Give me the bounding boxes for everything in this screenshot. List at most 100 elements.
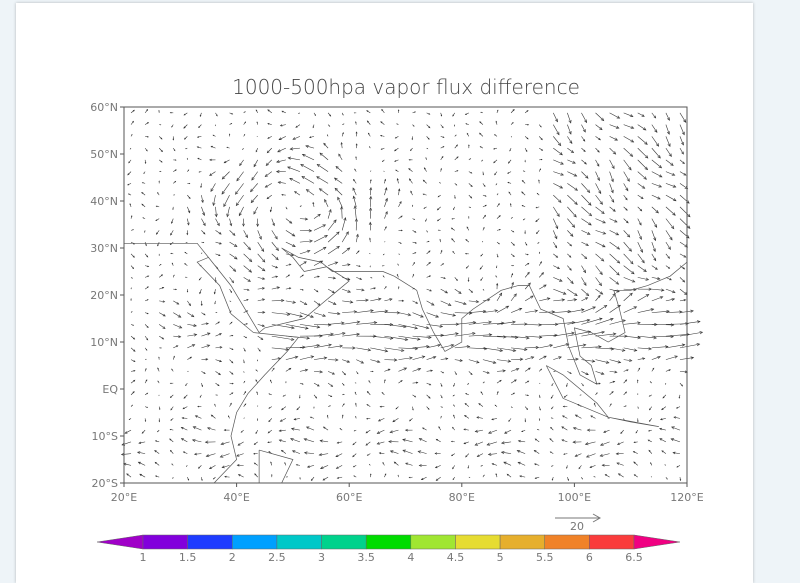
vector-arrow	[258, 336, 263, 339]
vector-arrow	[306, 190, 314, 196]
vector-arrow	[553, 371, 555, 372]
vector-arrow	[230, 242, 237, 246]
vector-arrow	[288, 157, 300, 160]
vector-arrow	[397, 124, 399, 125]
vector-arrow	[539, 125, 541, 127]
vector-arrow	[594, 477, 596, 478]
vector-arrow	[567, 148, 573, 153]
vector-arrow	[494, 148, 497, 149]
vector-arrow	[187, 195, 190, 198]
vector-arrow	[454, 405, 455, 407]
vector-arrow	[525, 124, 528, 125]
vector-arrow	[610, 219, 617, 222]
vector-arrow	[412, 136, 413, 139]
vector-arrow	[156, 206, 159, 207]
vector-arrow	[201, 371, 205, 373]
y-tick-label: 30°N	[90, 242, 118, 255]
vector-arrow	[581, 266, 585, 273]
vector-arrow	[230, 348, 233, 350]
vector-arrow	[281, 450, 285, 453]
vector-arrow	[502, 451, 512, 454]
vector-arrow	[475, 442, 483, 445]
vector-arrow	[652, 172, 662, 177]
vector-arrow	[525, 310, 537, 313]
vector-arrow	[441, 146, 444, 148]
vector-arrow	[139, 442, 145, 444]
vector-arrow	[596, 295, 601, 301]
vector-arrow	[236, 195, 243, 205]
vector-arrow	[638, 230, 642, 239]
vector-arrow	[215, 404, 216, 406]
vector-arrow	[610, 381, 615, 383]
vector-arrow	[243, 148, 244, 149]
vector-arrow	[299, 395, 300, 398]
vector-arrow	[562, 440, 567, 442]
vector-arrow	[550, 452, 553, 454]
vector-arrow	[328, 220, 336, 230]
vector-arrow	[384, 198, 387, 206]
vector-arrow	[680, 477, 681, 480]
vector-arrow	[272, 242, 279, 250]
vector-arrow	[395, 160, 399, 162]
vector-arrow	[596, 242, 606, 247]
vector-arrow	[581, 148, 585, 151]
vector-arrow	[142, 182, 145, 183]
vector-arrow	[328, 232, 339, 242]
vector-arrow	[314, 383, 319, 386]
vector-arrow	[522, 180, 525, 183]
vector-arrow	[244, 392, 246, 395]
vector-arrow	[286, 207, 287, 209]
vector-arrow	[438, 195, 441, 197]
vector-arrow	[648, 440, 652, 442]
vector-arrow	[224, 195, 230, 206]
vector-arrow	[145, 254, 148, 257]
vector-arrow	[610, 230, 619, 234]
vector-arrow	[427, 313, 439, 318]
vector-arrow	[244, 230, 248, 237]
vector-arrow	[314, 324, 331, 327]
vector-arrow	[567, 277, 573, 283]
vector-arrow	[324, 143, 328, 148]
vector-arrow	[677, 407, 680, 409]
x-tick-label: 20°E	[111, 491, 137, 504]
vector-arrow	[268, 110, 272, 113]
vector-arrow	[421, 477, 426, 480]
vector-arrow	[170, 395, 173, 398]
vector-arrow	[638, 407, 639, 409]
vector-arrow	[300, 335, 322, 338]
vector-arrow	[666, 266, 670, 269]
vector-arrow	[624, 242, 632, 251]
vector-arrow	[210, 172, 216, 176]
vector-arrow	[394, 462, 398, 465]
vector-arrow	[550, 439, 553, 442]
vector-arrow	[409, 169, 413, 172]
vector-arrow	[469, 289, 473, 292]
vector-arrow	[323, 427, 328, 430]
vector-arrow	[384, 474, 385, 477]
vector-arrow	[480, 147, 483, 149]
vector-arrow	[581, 195, 591, 205]
vector-arrow	[283, 395, 286, 396]
coastlines	[124, 243, 687, 483]
vector-arrow	[525, 136, 528, 139]
vector-arrow	[465, 415, 469, 418]
vector-arrow	[638, 172, 647, 180]
vector-arrow	[511, 242, 514, 245]
vector-arrow	[140, 474, 145, 477]
vector-arrow	[328, 406, 330, 407]
vector-arrow	[502, 442, 511, 445]
vector-arrow	[497, 194, 498, 195]
vector-arrow	[354, 113, 356, 114]
vector-arrow	[131, 312, 132, 313]
vector-arrow	[638, 277, 649, 280]
vector-arrow	[131, 110, 134, 113]
vector-arrow	[666, 172, 675, 176]
vector-arrow	[539, 395, 540, 398]
vector-arrow	[237, 454, 244, 457]
vector-arrow	[267, 195, 272, 199]
vector-arrow	[424, 207, 427, 208]
vector-arrow	[418, 451, 426, 454]
vector-arrow	[455, 195, 456, 198]
vector-arrow	[300, 301, 307, 305]
vector-arrow	[638, 160, 648, 170]
